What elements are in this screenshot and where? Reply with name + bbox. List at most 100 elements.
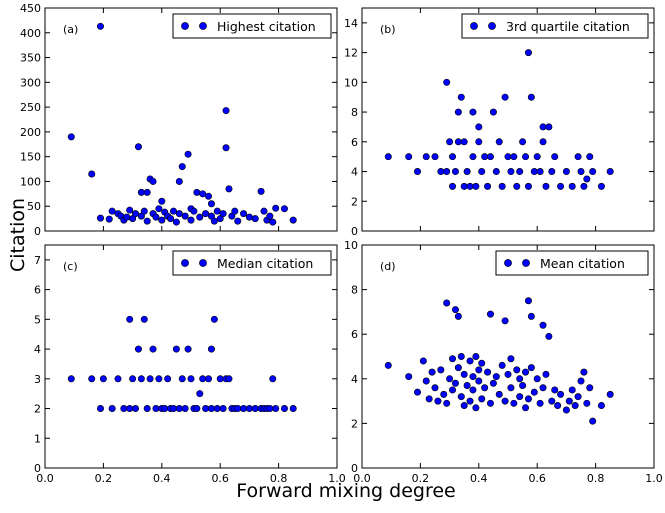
data-point [527, 364, 535, 372]
data-point [158, 197, 166, 205]
data-point [484, 368, 492, 376]
panel-c-legend-marker [199, 259, 207, 267]
panel-d-legend-marker [522, 259, 530, 267]
data-point [472, 352, 480, 360]
y-tick-label: 2 [34, 403, 41, 416]
data-point [524, 297, 532, 305]
data-point [413, 168, 421, 176]
data-point [457, 352, 465, 360]
data-point [478, 395, 486, 403]
data-point [472, 404, 480, 412]
data-point [88, 375, 96, 383]
data-point [460, 370, 468, 378]
data-point [486, 310, 494, 318]
y-tick-label: 8 [351, 284, 358, 297]
data-point [143, 217, 151, 225]
data-point [466, 397, 474, 405]
data-point [184, 345, 192, 353]
data-point [207, 345, 215, 353]
data-point [519, 381, 527, 389]
data-point [489, 379, 497, 387]
data-point [542, 182, 550, 190]
data-point [422, 377, 430, 385]
data-point [469, 153, 477, 161]
data-point [568, 182, 576, 190]
data-point [155, 375, 163, 383]
data-point [143, 188, 151, 196]
data-point [137, 375, 145, 383]
data-point [440, 390, 448, 398]
data-point [454, 312, 462, 320]
data-point [251, 215, 259, 223]
panel-c-frame [44, 244, 338, 469]
data-point [577, 168, 585, 176]
data-point [536, 399, 544, 407]
panel-d-points [384, 297, 614, 425]
data-point [178, 163, 186, 171]
y-tick-label: 450 [20, 2, 41, 15]
data-point [475, 366, 483, 374]
y-tick-label: 150 [20, 151, 41, 164]
y-tick-label: 12 [344, 47, 358, 60]
data-point [472, 182, 480, 190]
data-point [266, 405, 274, 413]
figure-ylabel: Citation [7, 198, 29, 272]
data-point [143, 405, 151, 413]
panel-d-legend-marker [504, 259, 512, 267]
data-point [516, 393, 524, 401]
data-point [419, 357, 427, 365]
panel-d-legend-text: Mean citation [540, 256, 625, 271]
data-point [193, 405, 201, 413]
data-point [428, 368, 436, 376]
data-point [245, 213, 253, 221]
data-point [577, 377, 585, 385]
data-point [443, 78, 451, 86]
panel-b-frame [361, 7, 655, 232]
data-point [536, 168, 544, 176]
data-point [178, 375, 186, 383]
data-point [251, 405, 259, 413]
x-tick-label: 0.2 [95, 472, 113, 485]
data-point [205, 375, 213, 383]
data-point [202, 405, 210, 413]
data-point [199, 375, 207, 383]
panel-c-legend-text: Median citation [217, 256, 313, 271]
data-point [260, 207, 268, 215]
data-point [280, 405, 288, 413]
data-point [175, 405, 183, 413]
data-point [501, 93, 509, 101]
data-point [134, 345, 142, 353]
panel-a-points [67, 22, 297, 226]
data-point [495, 138, 503, 146]
panel-c-points [67, 315, 297, 413]
data-point [234, 217, 242, 225]
y-tick-label: 7 [34, 254, 41, 267]
data-point [539, 123, 547, 131]
data-point [158, 216, 166, 224]
data-point [489, 108, 497, 116]
data-point [475, 138, 483, 146]
data-point [213, 207, 221, 215]
data-point [562, 168, 570, 176]
data-point [213, 405, 221, 413]
panel-b-label: (b) [380, 23, 396, 36]
y-tick-label: 6 [351, 328, 358, 341]
data-point [140, 315, 148, 323]
data-point [597, 402, 605, 410]
data-point [225, 375, 233, 383]
data-point [225, 185, 233, 193]
y-tick-label: 2 [351, 195, 358, 208]
y-tick-label: 50 [27, 200, 41, 213]
data-point [149, 345, 157, 353]
data-point [510, 399, 518, 407]
data-point [219, 405, 227, 413]
data-point [451, 379, 459, 387]
data-point [498, 182, 506, 190]
data-point [565, 397, 573, 405]
x-tick-label: 0.8 [270, 472, 288, 485]
data-point [443, 168, 451, 176]
data-point [524, 49, 532, 57]
data-point [478, 359, 486, 367]
data-point [545, 332, 553, 340]
x-tick-label: 0.2 [412, 472, 430, 485]
